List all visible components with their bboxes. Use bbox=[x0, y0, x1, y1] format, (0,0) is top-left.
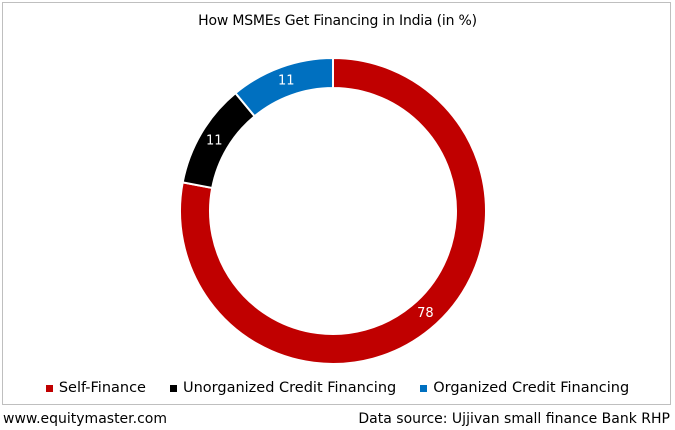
legend-swatch-unorganized-credit bbox=[169, 384, 177, 392]
footer-website: www.equitymaster.com bbox=[3, 411, 167, 427]
legend-label-self-finance: Self-Finance bbox=[58, 380, 146, 396]
data-label-self-finance: 78 bbox=[417, 306, 434, 321]
legend-item-organized-credit: Organized Credit Financing bbox=[420, 380, 629, 396]
donut-slice-self-finance bbox=[179, 56, 487, 365]
legend-label-organized-credit: Organized Credit Financing bbox=[433, 380, 630, 396]
legend-swatch-organized-credit bbox=[420, 384, 428, 392]
legend-item-self-finance: Self-Finance bbox=[45, 380, 146, 396]
data-label-organized-credit: 11 bbox=[278, 74, 295, 89]
footer-source: Data source: Ujjivan small finance Bank … bbox=[358, 411, 670, 427]
chart-title: How MSMEs Get Financing in India (in %) bbox=[198, 13, 477, 29]
legend-swatch-self-finance bbox=[45, 384, 53, 392]
data-label-unorganized-credit: 11 bbox=[206, 133, 223, 148]
legend-item-unorganized-credit: Unorganized Credit Financing bbox=[169, 380, 397, 396]
donut-slice-organized-credit bbox=[234, 56, 334, 118]
chart-legend: Self-Finance Unorganized Credit Financin… bbox=[0, 380, 675, 396]
legend-label-unorganized-credit: Unorganized Credit Financing bbox=[182, 380, 397, 396]
